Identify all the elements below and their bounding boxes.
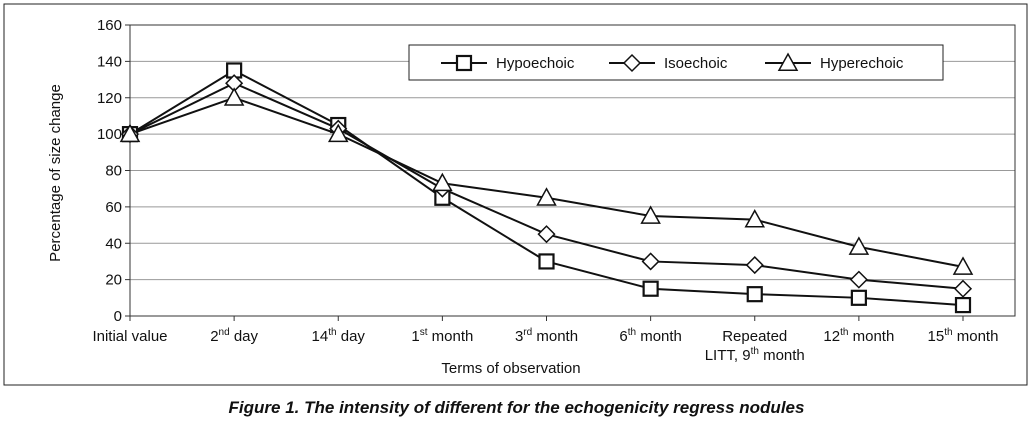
diamond-marker bbox=[849, 270, 868, 289]
diamond-marker bbox=[953, 279, 973, 298]
square-marker bbox=[746, 286, 763, 303]
legend-label: Hypoechoic bbox=[496, 55, 575, 72]
legend-entry-hyperechoic: Hyperechoic bbox=[765, 52, 904, 72]
square-marker bbox=[538, 253, 555, 270]
triangle-marker bbox=[327, 123, 349, 143]
triangle-marker bbox=[223, 87, 245, 106]
legend-entry-isoechoic: Isoechoic bbox=[609, 53, 728, 73]
triangle-marker bbox=[848, 236, 870, 255]
x-tick-label: Initial value bbox=[92, 328, 167, 345]
triangle-marker bbox=[777, 52, 799, 71]
square-marker bbox=[954, 296, 972, 314]
square-marker bbox=[642, 280, 659, 297]
y-tick-label: 60 bbox=[105, 199, 122, 216]
figure-caption: Figure 1. The intensity of different for… bbox=[228, 398, 805, 417]
x-tick-label: 14th day bbox=[312, 327, 366, 345]
legend-label: Hyperechoic bbox=[820, 55, 904, 72]
y-axis-ticks: 0 20 40 60 80 100 120 140 160 bbox=[97, 17, 130, 325]
x-tick-label: 15th month bbox=[928, 327, 999, 345]
y-tick-label: 20 bbox=[105, 272, 122, 289]
x-tick-label: 6th month bbox=[619, 327, 682, 345]
y-tick-label: 0 bbox=[114, 308, 122, 325]
y-tick-label: 100 bbox=[97, 126, 122, 143]
legend-label: Isoechoic bbox=[664, 55, 728, 72]
diamond-marker bbox=[745, 256, 764, 275]
triangle-marker bbox=[952, 256, 974, 275]
y-axis-title: Percentage of size change bbox=[47, 84, 64, 262]
x-tick-label: LITT, 9th month bbox=[705, 346, 805, 364]
triangle-marker bbox=[119, 123, 141, 143]
diamond-marker bbox=[537, 225, 556, 244]
y-tick-label: 120 bbox=[97, 90, 122, 107]
x-tick-label: 12th month bbox=[823, 327, 894, 345]
triangle-marker bbox=[536, 187, 557, 206]
legend-entry-hypoechoic: Hypoechoic bbox=[441, 54, 575, 72]
gridlines bbox=[130, 60, 1015, 281]
legend: Hypoechoic Isoechoic Hyperechoic bbox=[408, 44, 944, 81]
chart-frame bbox=[3, 3, 1028, 386]
y-tick-label: 40 bbox=[105, 235, 122, 252]
x-tick-label: 2nd day bbox=[210, 327, 258, 345]
x-tick-label: 3rd month bbox=[515, 327, 578, 345]
triangle-marker bbox=[640, 205, 661, 224]
triangle-marker bbox=[744, 209, 766, 228]
markers-hyperechoic bbox=[119, 87, 974, 275]
x-tick-label: 1st month bbox=[411, 327, 473, 345]
legend-box bbox=[408, 44, 944, 81]
diamond-marker bbox=[641, 252, 660, 271]
x-axis-ticks: Initial value 2nd day 14th day 1st month 3rd… bbox=[92, 316, 998, 364]
x-axis-title: Terms of observation bbox=[441, 360, 580, 377]
series-lines bbox=[119, 62, 974, 314]
triangle-marker bbox=[432, 172, 453, 192]
square-marker bbox=[455, 54, 473, 72]
y-tick-label: 140 bbox=[97, 53, 122, 70]
square-marker bbox=[850, 289, 867, 306]
y-tick-label: 80 bbox=[105, 163, 122, 180]
x-tick-label: Repeated bbox=[722, 328, 787, 345]
diamond-marker bbox=[622, 53, 642, 73]
y-tick-label: 160 bbox=[97, 17, 122, 34]
